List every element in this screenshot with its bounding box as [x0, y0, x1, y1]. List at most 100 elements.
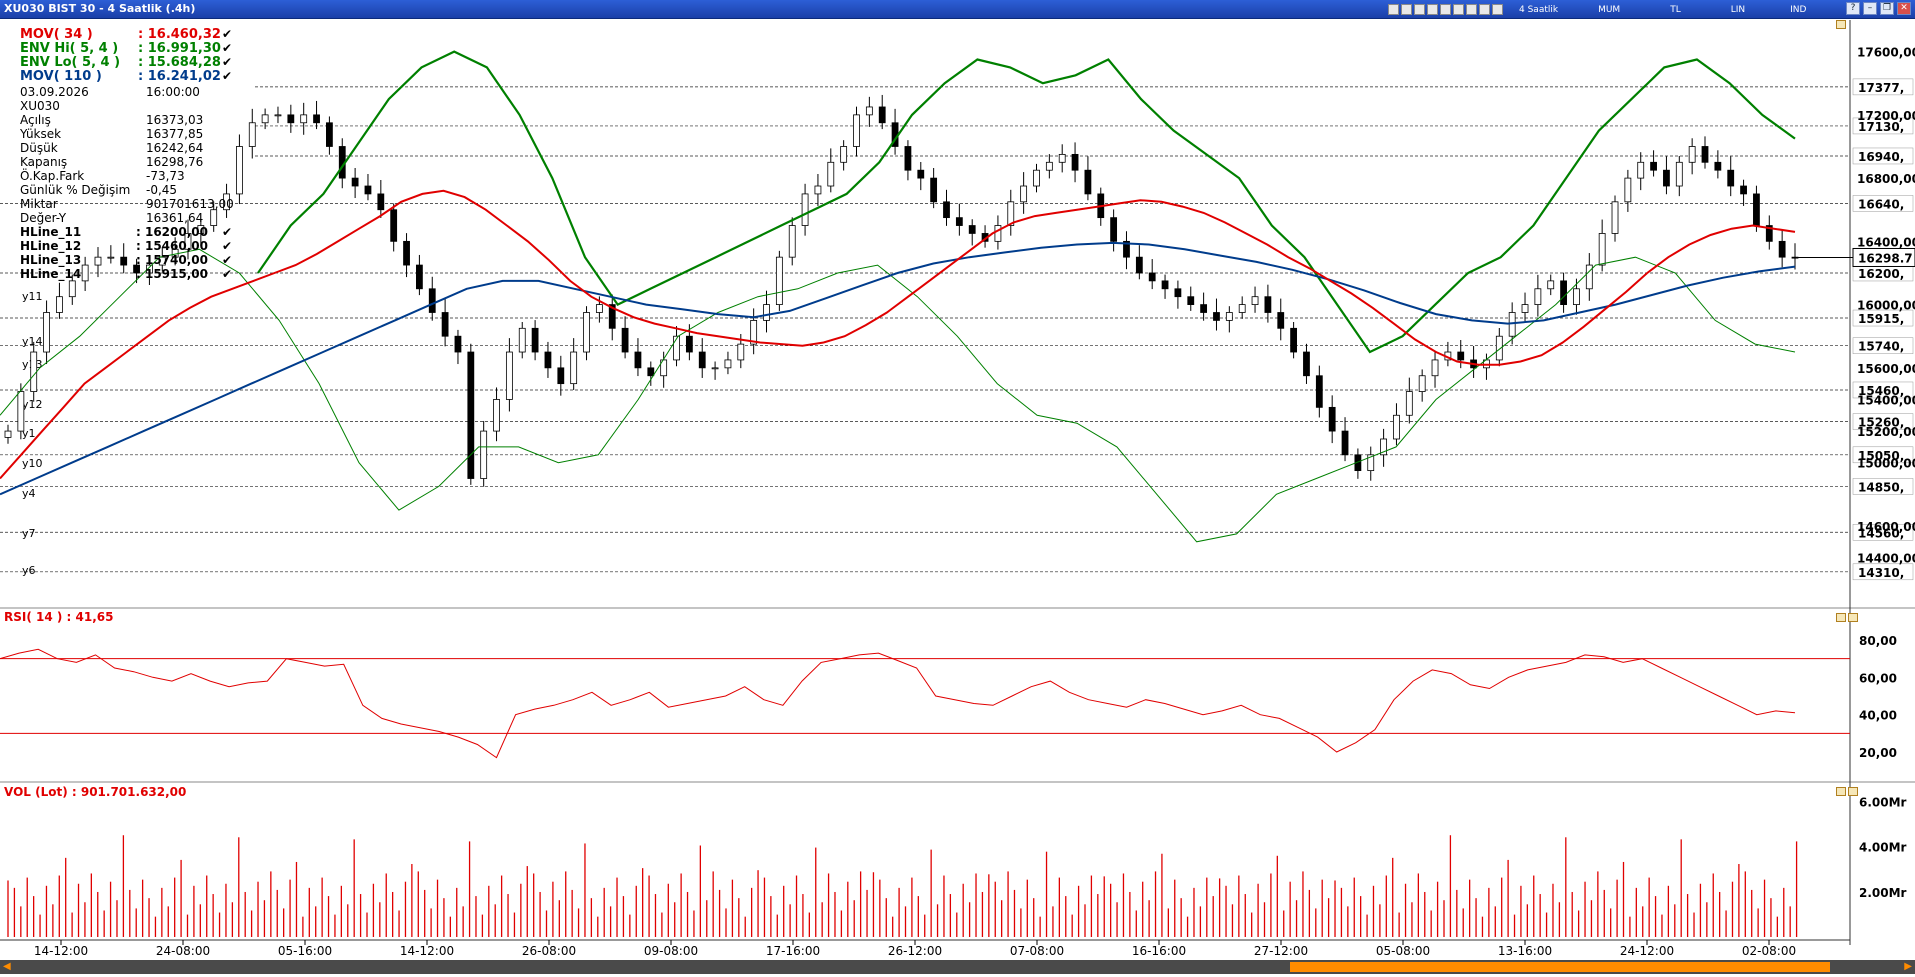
toolbar-icon[interactable]	[1479, 4, 1490, 15]
hline-label: 15260,	[1858, 416, 1904, 430]
hline-tag: y12	[22, 398, 43, 411]
candle	[1225, 312, 1233, 321]
current-price-box	[1852, 247, 1915, 267]
time-tick-label: 26-08:00	[522, 944, 576, 958]
candle	[583, 312, 590, 353]
rsi-line	[0, 648, 1796, 759]
indicator-button[interactable]: IND	[1790, 4, 1807, 15]
candle	[1663, 169, 1670, 187]
scale-button[interactable]: LIN	[1730, 4, 1746, 15]
candle	[210, 209, 218, 226]
chart-type-button[interactable]: MUM	[1598, 4, 1621, 15]
toolbar-icon[interactable]	[1427, 4, 1438, 15]
candle	[711, 367, 719, 370]
indicator-legend-label: MOV( 34 )	[20, 27, 93, 42]
time-tick-label: 14-12:00	[400, 944, 454, 958]
toolbar-icon[interactable]	[1414, 4, 1425, 15]
restore-icon[interactable]: ❐	[1880, 2, 1894, 15]
time-tick-label: 24-08:00	[156, 944, 210, 958]
candle	[4, 430, 12, 438]
time-tick-label: 16-16:00	[1132, 944, 1186, 958]
candle	[81, 264, 89, 282]
hline-label: 16940,	[1858, 150, 1904, 164]
close-icon[interactable]: ✕	[1897, 2, 1911, 15]
currency-button[interactable]: TL	[1670, 4, 1681, 15]
candle	[634, 351, 642, 369]
hline-label: 16640,	[1858, 197, 1904, 211]
candle	[1560, 280, 1567, 305]
toolbar-icon[interactable]	[1401, 4, 1412, 15]
toolbar-icon[interactable]	[1453, 4, 1464, 15]
candle	[698, 351, 706, 369]
hline-tag: y7	[22, 527, 36, 540]
candle	[30, 351, 38, 392]
time-tick-label: 14-12:00	[34, 944, 88, 958]
time-tick-label: 05-16:00	[278, 944, 332, 958]
check-icon: ✔	[222, 27, 233, 41]
candle	[570, 351, 578, 385]
info-label: Kapanış	[20, 155, 68, 169]
candle	[300, 114, 308, 124]
candle	[261, 114, 269, 124]
candle	[364, 185, 372, 195]
candle	[493, 399, 500, 432]
hline-tag: y6	[22, 564, 36, 577]
panel-button[interactable]	[1836, 613, 1846, 622]
check-icon: ✔	[222, 69, 233, 83]
candle	[1264, 296, 1272, 313]
candle	[1238, 304, 1246, 313]
period-selector[interactable]: 4 Saatlik	[1519, 4, 1559, 15]
candle	[904, 146, 912, 171]
candle	[1020, 185, 1028, 203]
info-value: 16377,85	[146, 127, 204, 141]
candle	[248, 122, 256, 147]
price-tick-label: 14600,00	[1857, 520, 1915, 534]
panel-button[interactable]	[1836, 20, 1846, 29]
candle	[1778, 240, 1786, 258]
info-label: XU030	[20, 99, 60, 113]
candle	[865, 106, 873, 116]
candle	[467, 351, 475, 479]
hline-legend-value: : 15460,00	[136, 239, 208, 253]
candle	[1585, 264, 1593, 290]
candle	[1740, 185, 1747, 195]
candle	[943, 201, 950, 219]
candle	[930, 177, 938, 203]
info-label: Açılış	[20, 113, 51, 127]
minimize-icon[interactable]: –	[1863, 2, 1877, 15]
help-icon[interactable]: ?	[1846, 2, 1860, 15]
candle	[480, 430, 488, 479]
rsi-tick-label: 20,00	[1859, 746, 1897, 760]
horizontal-scrollbar[interactable]: ◀ ▶	[0, 960, 1915, 974]
indicator-legend-value: : 15.684,28	[138, 55, 221, 70]
candle	[1148, 272, 1156, 282]
panel-button[interactable]	[1848, 613, 1858, 622]
candle	[1765, 225, 1773, 242]
candle	[1290, 327, 1298, 353]
panel-button[interactable]	[1836, 787, 1846, 796]
toolbar-icon[interactable]	[1492, 4, 1503, 15]
hline-label-box	[1852, 309, 1914, 327]
volume-title: VOL (Lot) : 901.701.632,00	[4, 785, 187, 799]
scroll-thumb[interactable]	[1290, 962, 1830, 972]
indicator-legend-label: ENV Lo( 5, 4 )	[20, 55, 121, 70]
candle	[17, 391, 25, 432]
scroll-left-icon[interactable]: ◀	[3, 961, 11, 972]
toolbar-icon[interactable]	[1440, 4, 1451, 15]
hline-label-box	[1852, 413, 1914, 430]
hline-tag: y4	[22, 487, 36, 500]
panel-button[interactable]	[1848, 787, 1858, 796]
candle	[120, 256, 128, 266]
candle	[737, 343, 745, 361]
info-value: -0,45	[146, 183, 178, 197]
volume-tick-label: 6.00Mr	[1859, 795, 1907, 809]
candle	[518, 327, 526, 353]
toolbar-icon[interactable]	[1388, 4, 1399, 15]
scroll-right-icon[interactable]: ▶	[1904, 961, 1912, 972]
hline-label: 15915,	[1858, 312, 1904, 326]
toolbar-icon[interactable]	[1466, 4, 1477, 15]
candle	[1110, 217, 1118, 242]
hline-label-box	[1852, 446, 1914, 464]
candle	[1045, 161, 1053, 171]
